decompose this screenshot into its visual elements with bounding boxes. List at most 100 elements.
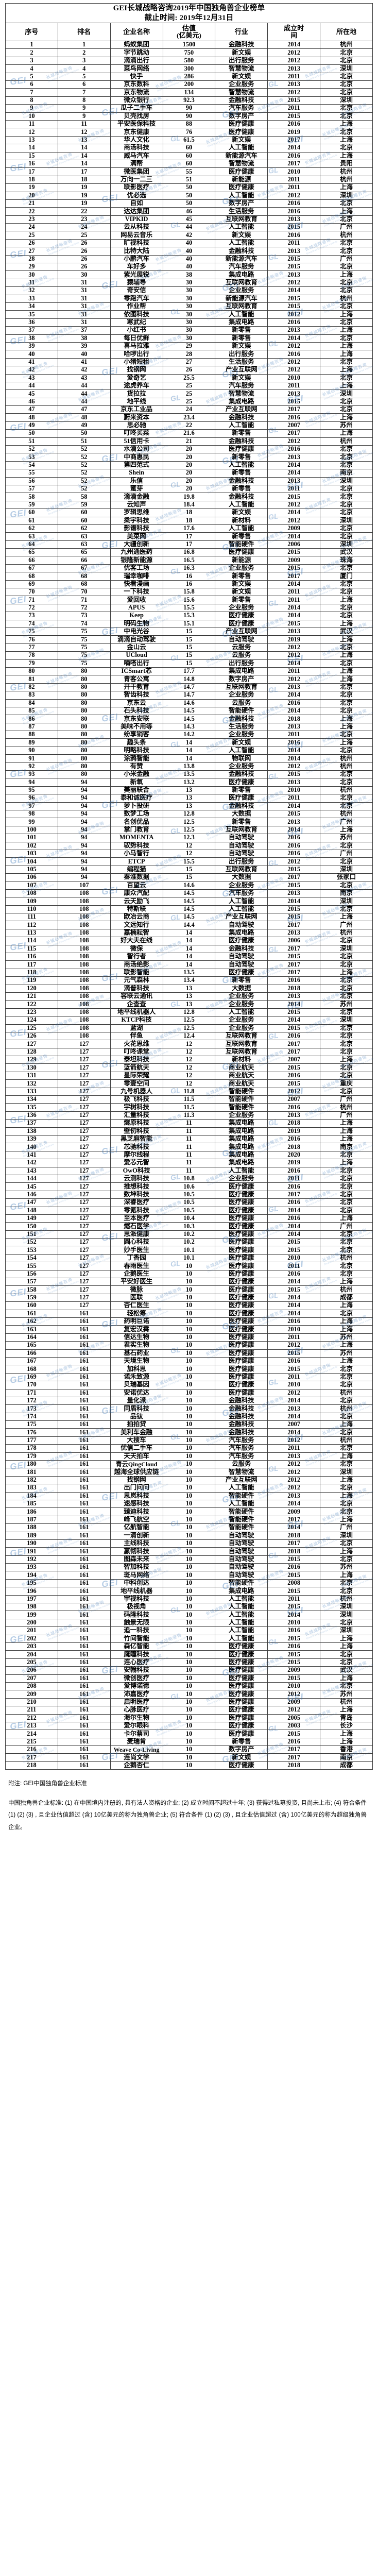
table-row: 173 161 同盾科技 10 金融科技 2013 杭州	[5, 1404, 373, 1413]
cell-rank: 94	[57, 794, 111, 803]
cell-index: 157	[5, 1278, 58, 1286]
cell-industry: 人工智能	[215, 144, 268, 152]
cell-company-name: 银隆新能源	[110, 556, 163, 565]
cell-industry: 产业互联网	[215, 627, 268, 636]
table-row: 37 37 小红书 30 新零售 2013 上海	[5, 326, 373, 335]
cell-company-name: 京东云	[110, 699, 163, 707]
cell-valuation: 60	[162, 144, 216, 152]
cell-index: 36	[5, 318, 58, 327]
cell-founded-year: 2014	[267, 1222, 321, 1231]
cell-valuation: 29	[162, 342, 216, 351]
cell-location: 上海	[320, 1278, 373, 1286]
cell-valuation: 11	[162, 1166, 216, 1175]
table-row: 99 94 名创优品 12.5 新零售 2013 广州	[5, 818, 373, 826]
cell-index: 22	[5, 207, 58, 216]
cell-company-name: 医联	[110, 1293, 163, 1302]
cell-rank: 161	[57, 1436, 111, 1445]
cell-company-name: 复宏汉霖	[110, 1325, 163, 1334]
cell-location: 北京	[320, 683, 373, 692]
cell-founded-year: 2014	[267, 1428, 321, 1437]
cell-founded-year: 2014	[267, 706, 321, 716]
cell-industry: 金融科技	[215, 41, 268, 49]
cell-company-name: 微创医疗	[110, 1674, 163, 1683]
cell-rank: 94	[57, 873, 111, 882]
cell-rank: 161	[57, 1587, 111, 1596]
cell-valuation: 10	[162, 1420, 216, 1429]
cell-index: 113	[5, 928, 58, 938]
cell-company-name: 卡尔蔡司	[110, 1730, 163, 1738]
cell-index: 11	[5, 120, 58, 129]
cell-rank: 161	[57, 1404, 111, 1413]
cell-founded-year: 2006	[267, 937, 321, 945]
table-row: 88 80 纷享销客 14.2 企业服务 2011 北京	[5, 731, 373, 739]
cell-company-name: 黑芝麻智能	[110, 1134, 163, 1144]
cell-company-name: 泰坦科技	[110, 1056, 163, 1064]
cell-founded-year: 2012	[267, 278, 321, 287]
cell-company-name: 启明医疗	[110, 1698, 163, 1707]
cell-company-name: 连尚文学	[110, 1753, 163, 1762]
cell-founded-year: 2012	[267, 366, 321, 375]
cell-valuation: 10.5	[162, 1190, 216, 1199]
cell-company-name: 京东工业品	[110, 405, 163, 414]
cell-valuation: 12	[162, 1071, 216, 1080]
table-row: 161 161 轻松筹 10 医疗健康 2014 北京	[5, 1309, 373, 1318]
cell-founded-year: 2011	[267, 484, 321, 494]
table-row: 148 127 零氪科技 10.5 医疗健康 2014 北京	[5, 1206, 373, 1215]
cell-company-name: 安翰科技	[110, 1666, 163, 1675]
cell-industry: 云服务	[215, 643, 268, 652]
cell-rank: 80	[57, 667, 111, 676]
cell-industry: 自动驾驶	[215, 834, 268, 842]
table-row: 113 108 嘉楠耘智 14 集成电路 2013 杭州	[5, 928, 373, 938]
cell-rank: 58	[57, 493, 111, 501]
cell-location: 北京	[320, 1166, 373, 1175]
cell-valuation: 14.5	[162, 897, 216, 906]
cell-rank: 108	[57, 992, 111, 1001]
cell-industry: 新零售	[215, 429, 268, 438]
cell-industry: 数字房产	[215, 112, 268, 121]
table-row: 31 31 猿辅导 30 互联网教育 2012 北京	[5, 278, 373, 287]
cell-index: 190	[5, 1539, 58, 1548]
table-row: 112 108 文远知行 14.4 自动驾驶 2017 广州	[5, 921, 373, 929]
table-row: 178 161 优信二手车 10 汽车服务 2011 北京	[5, 1444, 373, 1453]
cell-founded-year: 2012	[267, 500, 321, 510]
cell-location: 北京	[320, 1484, 373, 1493]
cell-index: 189	[5, 1531, 58, 1540]
cell-index: 205	[5, 1658, 58, 1667]
cell-founded-year: 2013	[267, 1492, 321, 1500]
cell-company-name: 麦瑞肯	[110, 1737, 163, 1747]
cell-industry: 新能源	[215, 175, 268, 184]
cell-index: 162	[5, 1317, 58, 1326]
cell-location: 上海	[320, 151, 373, 160]
cell-index: 213	[5, 1721, 58, 1731]
cell-location: 上海	[320, 1301, 373, 1310]
cell-rank: 127	[57, 1230, 111, 1239]
cell-rank: 108	[57, 897, 111, 906]
cell-valuation: 45	[162, 215, 216, 224]
cell-company-name: 爱芯元智	[110, 1159, 163, 1167]
cell-index: 1	[5, 41, 58, 49]
table-row: 159 127 医联 10 医疗健康 2014 成都	[5, 1293, 373, 1302]
cell-founded-year: 2016	[267, 834, 321, 842]
cell-rank: 161	[57, 1690, 111, 1699]
cell-industry: 产业互联网	[215, 1476, 268, 1485]
cell-industry: 智能硬件	[215, 706, 268, 716]
table-row: 67 67 优客工场 16.3 企业服务 2015 北京	[5, 564, 373, 573]
table-row: 33 31 零跑汽车 30 新能源汽车 2015 杭州	[5, 294, 373, 303]
cell-valuation: 14	[162, 944, 216, 954]
cell-company-name: 中商惠民	[110, 453, 163, 462]
cell-rank: 17	[57, 167, 111, 176]
cell-company-name: 优必选	[110, 191, 163, 200]
cell-industry: 人工智能	[215, 421, 268, 430]
cell-founded-year: 2013	[267, 389, 321, 398]
table-row: 85 80 石头科技 14.5 智能硬件 2014 北京	[5, 706, 373, 716]
cell-founded-year: 2014	[267, 802, 321, 810]
table-row: 49 49 思必驰 22 人工智能 2007 苏州	[5, 421, 373, 430]
cell-index: 197	[5, 1595, 58, 1604]
cell-rank: 94	[57, 818, 111, 826]
table-row: 56 52 乐信 20 金融科技 2013 深圳	[5, 477, 373, 485]
cell-rank: 30	[57, 270, 111, 279]
cell-location: 北京	[320, 612, 373, 620]
cell-index: 130	[5, 1063, 58, 1072]
cell-rank: 161	[57, 1658, 111, 1667]
cell-company-name: 作业帮	[110, 302, 163, 311]
